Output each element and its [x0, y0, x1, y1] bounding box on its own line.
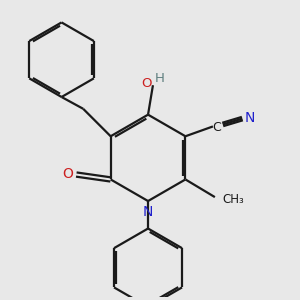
Text: N: N: [245, 111, 255, 124]
Text: O: O: [141, 77, 151, 90]
Text: N: N: [143, 205, 153, 219]
Text: C: C: [212, 121, 221, 134]
Text: O: O: [62, 167, 73, 181]
Text: H: H: [155, 72, 165, 85]
Text: CH₃: CH₃: [223, 193, 244, 206]
